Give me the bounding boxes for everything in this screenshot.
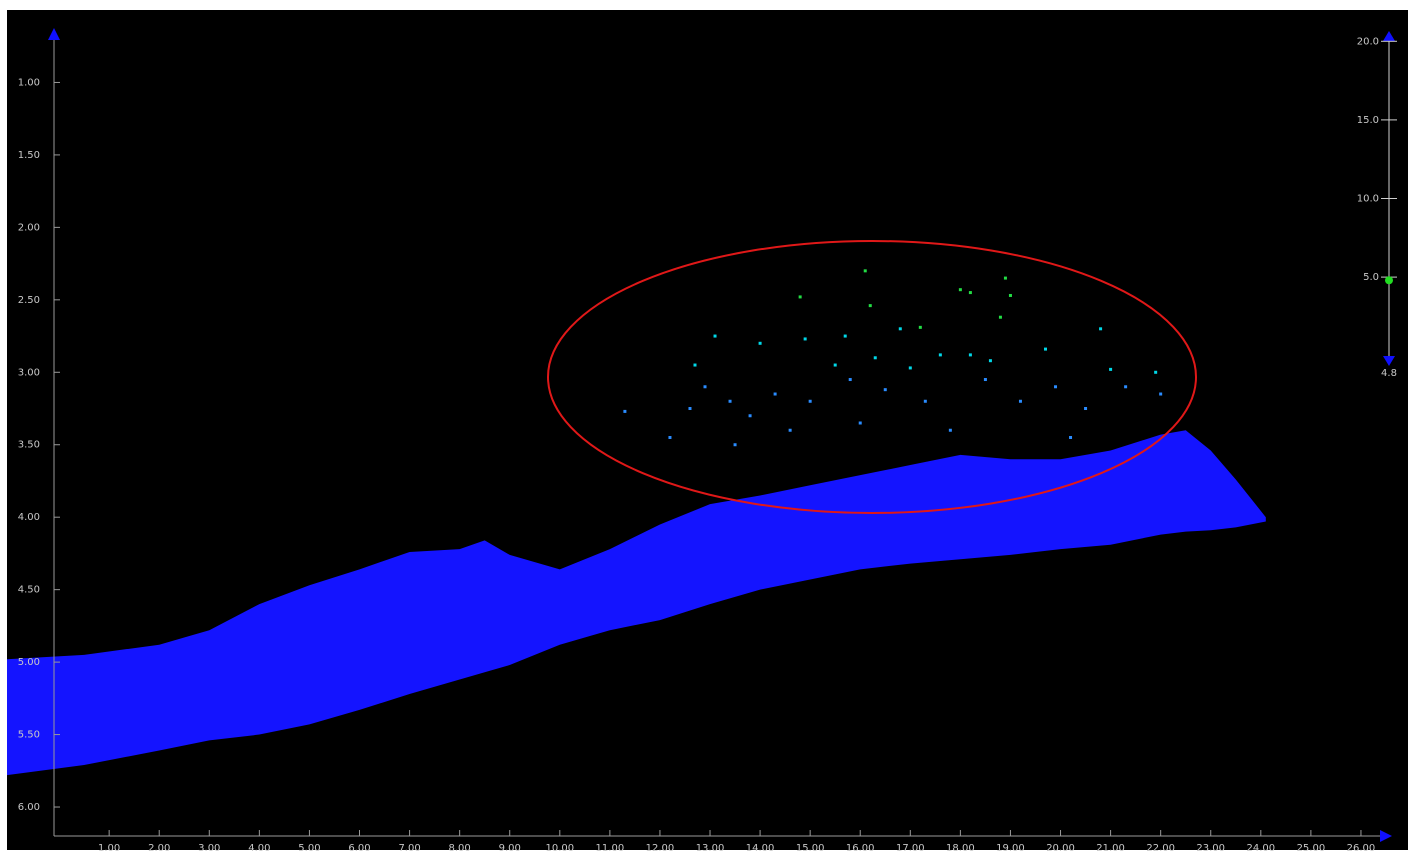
point [859, 422, 862, 425]
x-tick-label: 4.00 [248, 843, 270, 854]
y-tick-label: 2.00 [18, 222, 40, 233]
point [729, 400, 732, 403]
point [834, 364, 837, 367]
x-tick-label: 5.00 [298, 843, 320, 854]
y-tick-label: 1.00 [18, 77, 40, 88]
y-tick-label: 2.50 [18, 295, 40, 306]
point [1124, 385, 1127, 388]
point [668, 436, 671, 439]
point [1099, 327, 1102, 330]
colorbar-min-label: 4.8 [1381, 368, 1397, 379]
x-tick-label: 9.00 [499, 843, 521, 854]
point [688, 407, 691, 410]
x-tick-label: 23.00 [1196, 843, 1225, 854]
colorbar-tick-label: 5.0 [1363, 272, 1379, 283]
point [869, 304, 872, 307]
point [714, 335, 717, 338]
point [1004, 277, 1007, 280]
point [849, 378, 852, 381]
point [799, 295, 802, 298]
x-tick-label: 25.00 [1297, 843, 1326, 854]
point [924, 400, 927, 403]
y-tick-label: 4.50 [18, 585, 40, 596]
x-tick-label: 14.00 [746, 843, 775, 854]
x-tick-label: 11.00 [596, 843, 625, 854]
point [749, 414, 752, 417]
point [1109, 368, 1112, 371]
point [1019, 400, 1022, 403]
colorbar-marker [1385, 276, 1393, 284]
colorbar-tick-label: 15.0 [1357, 115, 1379, 126]
point [939, 353, 942, 356]
point [1159, 393, 1162, 396]
point [1009, 294, 1012, 297]
y-tick-label: 3.00 [18, 367, 40, 378]
point [969, 291, 972, 294]
x-tick-label: 18.00 [946, 843, 975, 854]
point [1154, 371, 1157, 374]
point [1069, 436, 1072, 439]
x-tick-label: 13.00 [696, 843, 725, 854]
point [874, 356, 877, 359]
x-tick-label: 24.00 [1246, 843, 1275, 854]
point [1044, 348, 1047, 351]
x-tick-label: 22.00 [1146, 843, 1175, 854]
point [759, 342, 762, 345]
x-tick-label: 6.00 [348, 843, 370, 854]
y-tick-label: 5.00 [18, 657, 40, 668]
x-tick-label: 7.00 [398, 843, 420, 854]
x-tick-label: 2.00 [148, 843, 170, 854]
point [1084, 407, 1087, 410]
point [809, 400, 812, 403]
y-tick-label: 6.00 [18, 802, 40, 813]
colorbar-tick-label: 20.0 [1357, 36, 1379, 47]
x-tick-label: 19.00 [996, 843, 1025, 854]
x-tick-label: 26.00 [1347, 843, 1376, 854]
x-tick-label: 15.00 [796, 843, 825, 854]
viewer: 1.00 1.50 2.00 2.50 3.00 3.50 4.00 4.50 5.00 5.50… [0, 0, 1415, 856]
point [969, 353, 972, 356]
point [949, 429, 952, 432]
point [989, 359, 992, 362]
point [734, 443, 737, 446]
point [804, 337, 807, 340]
y-tick-label: 4.00 [18, 512, 40, 523]
point [984, 378, 987, 381]
point [774, 393, 777, 396]
x-tick-label: 12.00 [646, 843, 675, 854]
x-tick-label: 20.00 [1046, 843, 1075, 854]
point [959, 288, 962, 291]
y-tick-label: 1.50 [18, 150, 40, 161]
x-tick-label: 1.00 [98, 843, 120, 854]
point [999, 316, 1002, 319]
x-tick-label: 17.00 [896, 843, 925, 854]
x-tick-label: 3.00 [198, 843, 220, 854]
point [789, 429, 792, 432]
x-tick-label: 10.00 [545, 843, 574, 854]
point [623, 410, 626, 413]
point [909, 366, 912, 369]
x-tick-label: 8.00 [449, 843, 471, 854]
colorbar-tick-label: 10.0 [1357, 194, 1379, 205]
point [693, 364, 696, 367]
y-tick-label: 3.50 [18, 440, 40, 451]
point [1054, 385, 1057, 388]
point [899, 327, 902, 330]
point [844, 335, 847, 338]
x-tick-label: 21.00 [1096, 843, 1125, 854]
x-tick-label: 16.00 [846, 843, 875, 854]
y-tick-label: 5.50 [18, 730, 40, 741]
point [884, 388, 887, 391]
point [864, 269, 867, 272]
point [919, 326, 922, 329]
point [704, 385, 707, 388]
